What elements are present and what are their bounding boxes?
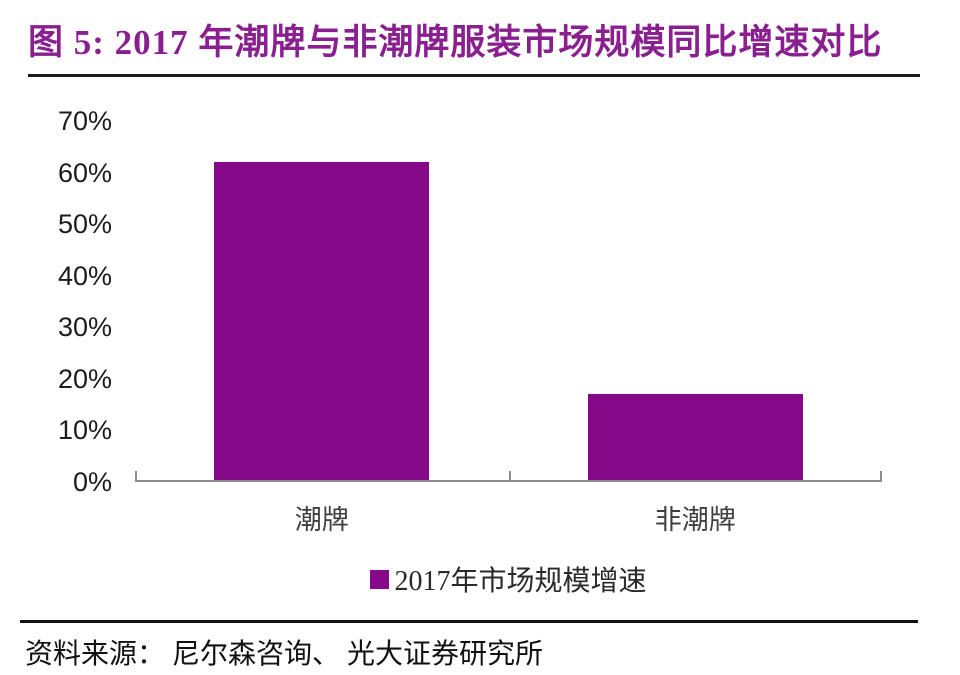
- y-axis-tick-label: 30%: [57, 312, 112, 343]
- y-axis-tick-label: 20%: [57, 363, 112, 394]
- x-axis-tick: [135, 471, 137, 482]
- bar-非潮牌: [587, 394, 803, 482]
- legend-label: 2017年市场规模增速: [394, 566, 647, 597]
- legend-swatch: [370, 569, 390, 589]
- plot-area: [135, 121, 882, 482]
- figure-title: 图 5: 2017 年潮牌与非潮牌服装市场规模同比增速对比: [28, 23, 883, 62]
- x-axis-category-label: 潮牌: [294, 505, 349, 535]
- bar-潮牌: [214, 162, 430, 482]
- y-axis-tick-label: 10%: [57, 415, 112, 446]
- title-rule: [28, 74, 920, 77]
- source-rule: [20, 620, 918, 623]
- legend: 2017年市场规模增速: [135, 563, 882, 597]
- y-axis-tick-label: 70%: [57, 106, 112, 136]
- y-axis-tick-label: 40%: [57, 260, 112, 291]
- x-axis-tick: [508, 471, 511, 482]
- y-axis-tick-label: 60%: [57, 157, 112, 188]
- x-axis-tick: [880, 471, 882, 482]
- y-axis-tick-label: 50%: [57, 209, 112, 240]
- y-axis-tick-label: 0%: [72, 467, 112, 497]
- x-axis-labels: 潮牌 非潮牌: [135, 498, 882, 537]
- source-note: 资料来源： 尼尔森咨询、 光大证券研究所: [25, 639, 544, 670]
- x-axis-category-label: 非潮牌: [654, 505, 736, 535]
